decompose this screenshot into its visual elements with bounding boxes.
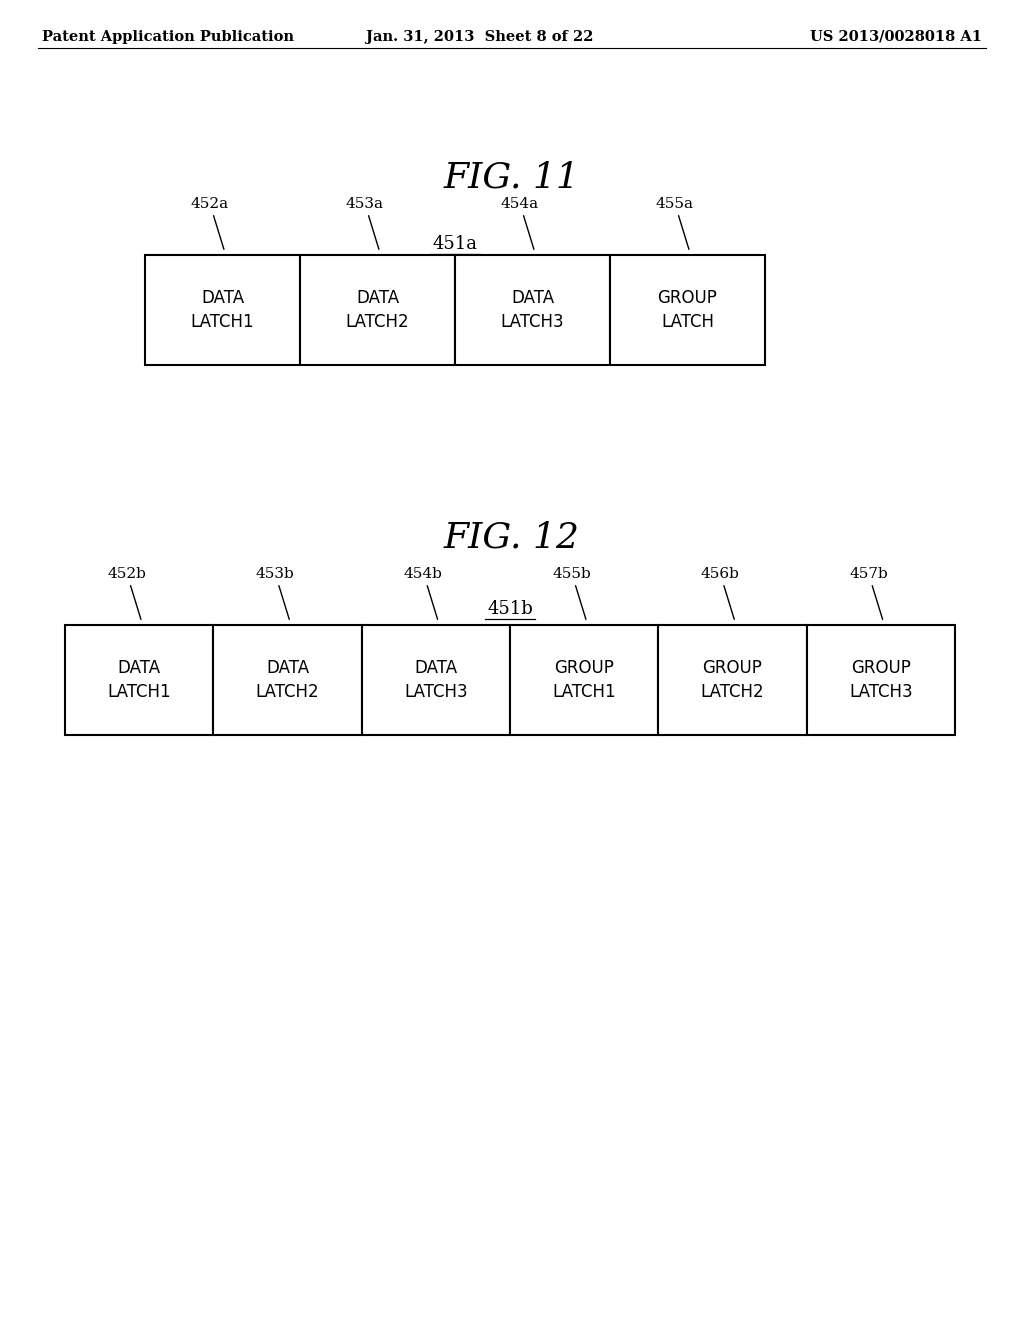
Text: 454b: 454b [404, 568, 442, 581]
Text: DATA
LATCH1: DATA LATCH1 [108, 659, 171, 701]
Text: 457b: 457b [849, 568, 888, 581]
Text: Jan. 31, 2013  Sheet 8 of 22: Jan. 31, 2013 Sheet 8 of 22 [367, 30, 594, 44]
Text: 453a: 453a [346, 197, 384, 211]
Text: 455b: 455b [552, 568, 591, 581]
Text: DATA
LATCH1: DATA LATCH1 [190, 289, 254, 331]
Text: 456b: 456b [700, 568, 739, 581]
Bar [455, 255, 610, 366]
Text: Patent Application Publication: Patent Application Publication [42, 30, 294, 44]
Text: DATA
LATCH2: DATA LATCH2 [346, 289, 410, 331]
Text: GROUP
LATCH: GROUP LATCH [657, 289, 718, 331]
Text: 451a: 451a [432, 235, 477, 253]
Text: DATA
LATCH3: DATA LATCH3 [501, 289, 564, 331]
Bar [213, 624, 361, 735]
Text: 453b: 453b [256, 568, 295, 581]
Text: US 2013/0028018 A1: US 2013/0028018 A1 [810, 30, 982, 44]
Text: FIG. 11: FIG. 11 [444, 160, 580, 194]
Text: GROUP
LATCH2: GROUP LATCH2 [700, 659, 764, 701]
Bar [300, 255, 455, 366]
Text: DATA
LATCH2: DATA LATCH2 [256, 659, 319, 701]
Bar [510, 624, 658, 735]
Text: 451b: 451b [487, 601, 532, 618]
Text: DATA
LATCH3: DATA LATCH3 [404, 659, 468, 701]
Text: 455a: 455a [655, 197, 693, 211]
Bar [145, 255, 300, 366]
Bar [807, 624, 955, 735]
Bar [610, 255, 765, 366]
Text: 452b: 452b [108, 568, 146, 581]
Text: GROUP
LATCH3: GROUP LATCH3 [849, 659, 912, 701]
Text: 454a: 454a [501, 197, 539, 211]
Text: GROUP
LATCH1: GROUP LATCH1 [552, 659, 616, 701]
Bar [65, 624, 213, 735]
Bar [658, 624, 807, 735]
Text: 452a: 452a [190, 197, 228, 211]
Bar [361, 624, 510, 735]
Text: FIG. 12: FIG. 12 [444, 520, 580, 554]
